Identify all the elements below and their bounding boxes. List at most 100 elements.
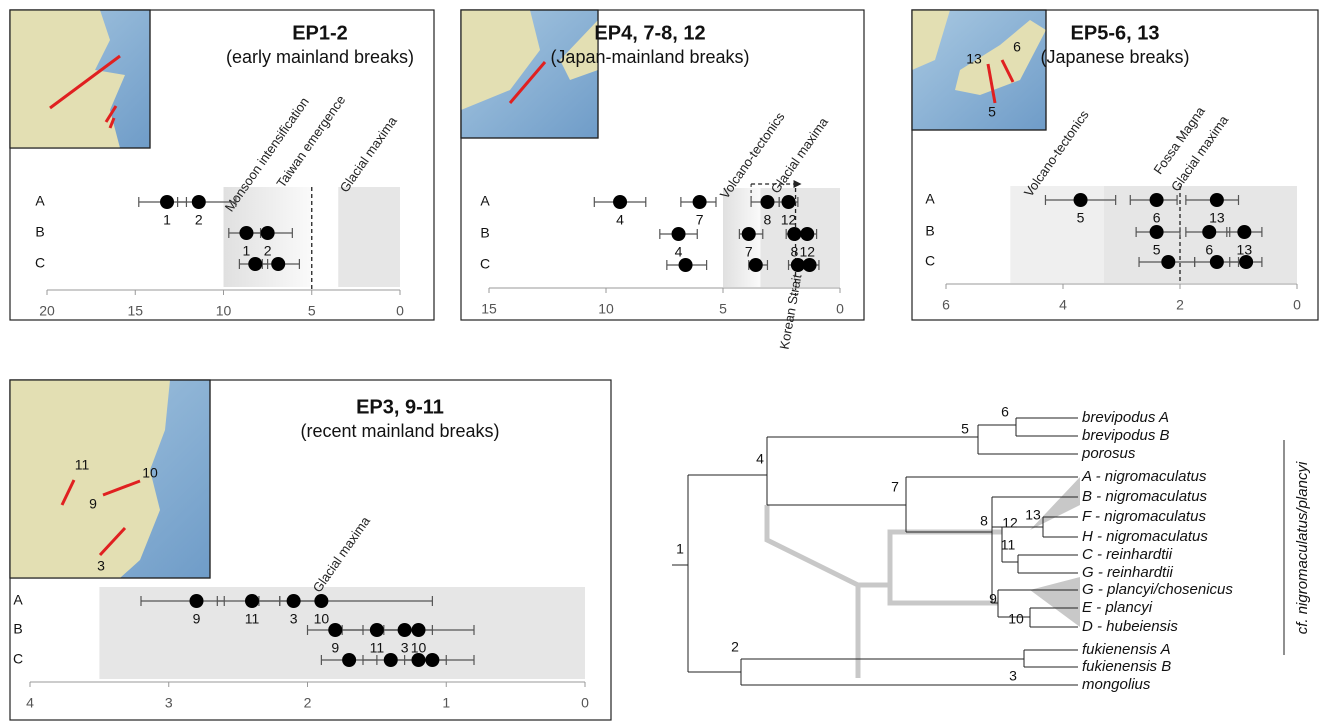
- point: [286, 594, 301, 608]
- x-tick-label: 0: [396, 303, 404, 319]
- map-label: 13: [966, 51, 982, 67]
- taxon-label: porosus: [1081, 445, 1136, 462]
- panel-title: EP5-6, 13: [1071, 22, 1160, 44]
- point-label: 6: [1205, 242, 1213, 258]
- x-tick-label: 0: [581, 695, 589, 711]
- point: [271, 257, 286, 271]
- point-label: 4: [616, 212, 624, 228]
- point: [1149, 193, 1164, 207]
- point: [748, 258, 763, 272]
- point: [1237, 225, 1252, 239]
- point-label: 10: [314, 611, 330, 627]
- map-border: [9, 379, 211, 579]
- point: [239, 226, 254, 240]
- row-label: C: [13, 651, 23, 667]
- row-label: B: [13, 621, 22, 637]
- node-label: 6: [1001, 404, 1009, 420]
- x-tick-label: 15: [481, 301, 497, 317]
- row-label: B: [480, 225, 489, 241]
- taxon-label: fukienensis A: [1082, 641, 1171, 658]
- panel-subtitle: (early mainland breaks): [226, 47, 414, 67]
- x-tick-label: 5: [719, 301, 727, 317]
- x-tick-label: 3: [165, 695, 173, 711]
- x-tick-label: 4: [1059, 297, 1067, 313]
- x-tick-label: 15: [127, 303, 143, 319]
- clade-label: cf. nigromaculatus/plancyi: [1294, 461, 1311, 634]
- point: [790, 258, 805, 272]
- node-label: 13: [1025, 507, 1041, 523]
- point: [1239, 255, 1254, 269]
- panel-subtitle: (Japanese breaks): [1040, 47, 1189, 67]
- point-label: 13: [1209, 210, 1225, 226]
- break-line: [60, 479, 76, 506]
- row-label: A: [480, 193, 490, 209]
- point-label: 5: [1077, 210, 1085, 226]
- point-label: 13: [1237, 242, 1253, 258]
- point: [1209, 193, 1224, 207]
- row-label: C: [35, 255, 45, 271]
- point: [260, 226, 275, 240]
- x-tick-label: 10: [216, 303, 232, 319]
- point: [369, 623, 384, 637]
- taxon-label: H - nigromaculatus: [1082, 528, 1208, 545]
- point: [189, 594, 204, 608]
- point: [781, 195, 796, 209]
- taxon-label: C - reinhardtii: [1082, 546, 1173, 563]
- point: [692, 195, 707, 209]
- map-land: [912, 10, 1046, 95]
- taxon-label: F - nigromaculatus: [1082, 508, 1206, 525]
- node-label: 1: [676, 541, 684, 557]
- break-line: [104, 105, 118, 123]
- point-label: 7: [696, 212, 704, 228]
- node-label: 3: [1009, 668, 1017, 684]
- panel-title: EP3, 9-11: [356, 396, 444, 418]
- point: [1161, 255, 1176, 269]
- map-label: 6: [1013, 39, 1021, 55]
- x-tick-label: 20: [39, 303, 55, 319]
- collapsed-clade: [1030, 477, 1080, 530]
- point: [383, 653, 398, 667]
- x-tick-label: 1: [442, 695, 450, 711]
- point-label: 1: [243, 243, 251, 259]
- map-label: 11: [75, 457, 90, 473]
- x-tick-label: 0: [836, 301, 844, 317]
- map-border: [911, 9, 1047, 131]
- row-label: A: [13, 592, 23, 608]
- taxon-label: E - plancyi: [1082, 599, 1153, 616]
- x-tick-label: 2: [304, 695, 312, 711]
- point-label: 11: [370, 640, 385, 656]
- point-label: 1: [163, 212, 171, 228]
- point-label: 9: [331, 640, 339, 656]
- panel-subtitle: (Japan-mainland breaks): [550, 47, 749, 67]
- break-line: [1000, 59, 1015, 83]
- row-label: B: [35, 224, 44, 240]
- point: [787, 227, 802, 241]
- point-label: 12: [799, 244, 815, 260]
- collapsed-clade: [1030, 577, 1080, 627]
- node-label: 4: [756, 451, 764, 467]
- point-label: 2: [195, 212, 203, 228]
- break-line: [108, 117, 116, 129]
- taxon-label: brevipodus A: [1082, 409, 1169, 426]
- x-tick-label: 6: [942, 297, 950, 313]
- panel-title: EP4, 7-8, 12: [594, 22, 705, 44]
- panel-subtitle: (recent mainland breaks): [300, 421, 499, 441]
- point: [397, 623, 412, 637]
- point: [314, 594, 329, 608]
- point-label: 11: [245, 611, 260, 627]
- node-label: 10: [1008, 611, 1024, 627]
- point: [411, 623, 426, 637]
- shaded-band: [1010, 186, 1104, 283]
- point: [1073, 193, 1088, 207]
- node-label: 5: [961, 421, 969, 437]
- point: [671, 227, 686, 241]
- row-label: A: [35, 193, 45, 209]
- shaded-band: [723, 188, 761, 287]
- x-tick-label: 5: [308, 303, 316, 319]
- taxon-label: fukienensis B: [1082, 658, 1171, 675]
- map-label: 9: [89, 496, 97, 512]
- point-label: 10: [411, 640, 427, 656]
- point: [191, 195, 206, 209]
- point: [328, 623, 343, 637]
